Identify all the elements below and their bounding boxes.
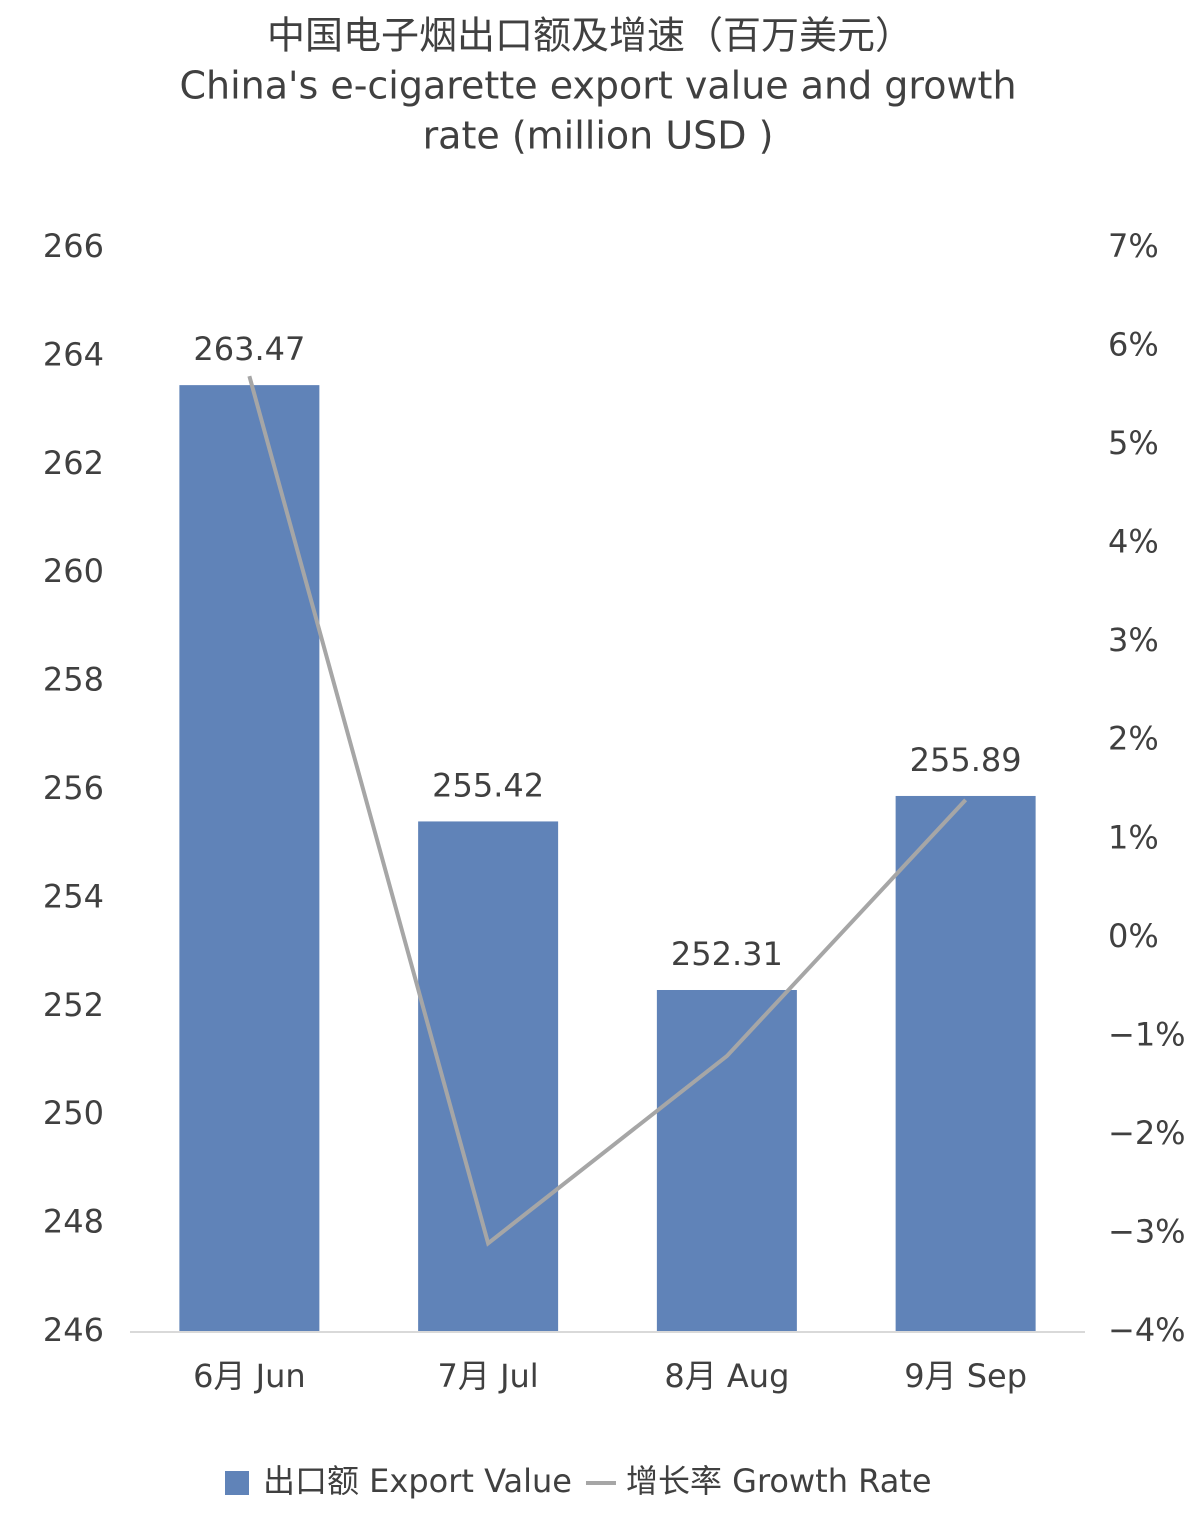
- x-tick-label: 8月 Aug: [664, 1357, 789, 1395]
- y2-tick-label: −1%: [1108, 1015, 1186, 1053]
- legend-label: 出口额 Export Value: [263, 1462, 572, 1500]
- y-tick-label: 264: [43, 335, 104, 373]
- y2-tick-label: −2%: [1108, 1114, 1186, 1152]
- y2-tick-label: −3%: [1108, 1212, 1186, 1250]
- chart-title: rate (million USD ): [423, 114, 774, 158]
- y-tick-label: 248: [43, 1203, 104, 1241]
- bar: [179, 385, 320, 1333]
- y-tick-label: 246: [43, 1311, 104, 1349]
- y-tick-label: 258: [43, 661, 104, 699]
- y2-tick-label: 6%: [1108, 326, 1159, 364]
- bar: [418, 821, 559, 1332]
- x-tick-label: 7月 Jul: [438, 1357, 539, 1395]
- y-tick-label: 256: [43, 769, 104, 807]
- y2-tick-label: −4%: [1108, 1311, 1186, 1349]
- chart-title: China's e-cigarette export value and gro…: [179, 64, 1016, 108]
- y2-tick-label: 7%: [1108, 227, 1159, 265]
- x-tick-label: 9月 Sep: [904, 1357, 1027, 1395]
- data-label: 263.47: [193, 330, 305, 368]
- data-label: 252.31: [671, 935, 783, 973]
- y-tick-label: 250: [43, 1094, 104, 1132]
- y2-tick-label: 1%: [1108, 818, 1159, 856]
- legend-label: 增长率 Growth Rate: [626, 1462, 932, 1500]
- y2-tick-label: 2%: [1108, 720, 1159, 758]
- data-label: 255.42: [432, 766, 544, 804]
- y-tick-label: 266: [43, 227, 104, 265]
- data-label: 255.89: [910, 741, 1022, 779]
- y-tick-label: 260: [43, 552, 104, 590]
- x-tick-label: 6月 Jun: [193, 1357, 306, 1395]
- legend-swatch: [225, 1471, 249, 1495]
- y2-tick-label: 4%: [1108, 523, 1159, 561]
- y-tick-label: 254: [43, 877, 104, 915]
- y2-tick-label: 5%: [1108, 424, 1159, 462]
- y-tick-label: 252: [43, 986, 104, 1024]
- y-tick-label: 262: [43, 444, 104, 482]
- bar: [895, 795, 1036, 1332]
- y2-tick-label: 0%: [1108, 917, 1159, 955]
- y2-tick-label: 3%: [1108, 621, 1159, 659]
- chart-title: 中国电子烟出口额及增速（百万美元）: [267, 14, 913, 58]
- bar: [656, 989, 797, 1332]
- line: [247, 375, 968, 1247]
